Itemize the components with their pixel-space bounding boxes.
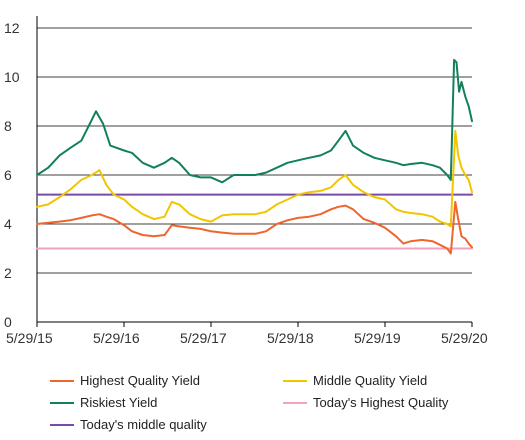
series-lines [36,58,473,255]
legend-label: Highest Quality Yield [80,373,200,388]
x-tick-label: 5/29/18 [267,330,314,346]
y-tick-label: 6 [4,167,12,183]
y-tick-label: 0 [4,314,12,330]
gridlines [37,27,472,274]
legend: Highest Quality Yield Middle Quality Yiel… [50,373,449,432]
legend-label: Today's middle quality [80,417,207,432]
axes [36,16,473,327]
y-tick-label: 4 [4,216,12,232]
y-tick-labels: 0 2 4 6 8 10 12 [4,20,20,330]
legend-item-today-s-middle-quality: Today's middle quality [50,417,207,432]
series-line-middle-quality-yield [36,129,473,228]
legend-label: Riskiest Yield [80,395,157,410]
x-tick-label: 5/29/20 [441,330,488,346]
legend-label: Today's Highest Quality [313,395,449,410]
x-tick-label: 5/29/15 [6,330,53,346]
y-tick-label: 2 [4,265,12,281]
legend-item-middle-quality-yield: Middle Quality Yield [283,373,427,388]
legend-label: Middle Quality Yield [313,373,427,388]
series-line-highest-quality-yield [36,200,473,255]
x-tick-label: 5/29/16 [93,330,140,346]
x-tick-label: 5/29/19 [354,330,401,346]
series-line-riskiest-yield [36,58,473,184]
legend-item-riskiest-yield: Riskiest Yield [50,395,157,410]
x-tick-labels: 5/29/15 5/29/16 5/29/17 5/29/18 5/29/19 5/29/… [6,330,488,346]
y-tick-label: 8 [4,118,12,134]
y-tick-label: 12 [4,20,20,36]
y-tick-label: 10 [4,69,20,85]
legend-item-today-s-highest-quality: Today's Highest Quality [283,395,449,410]
x-tick-label: 5/29/17 [180,330,227,346]
legend-item-highest-quality-yield: Highest Quality Yield [50,373,200,388]
